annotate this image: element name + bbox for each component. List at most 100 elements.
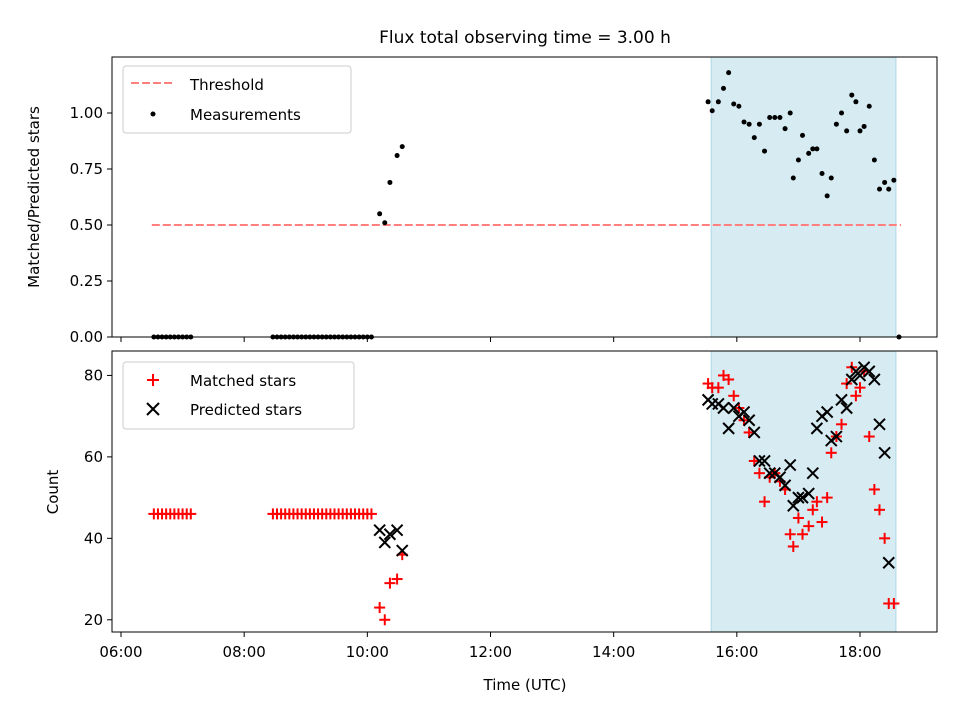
legend-measurements-swatch xyxy=(150,111,156,117)
measurement-point xyxy=(800,132,806,138)
measurement-point xyxy=(762,148,768,154)
top-y-tick-label: 0.00 xyxy=(70,328,103,346)
measurement-point xyxy=(824,193,830,199)
measurement-point xyxy=(795,157,801,163)
measurement-point xyxy=(731,101,737,107)
top-y-tick-label: 1.00 xyxy=(70,104,103,122)
predicted-star-marker xyxy=(717,401,730,415)
measurement-point xyxy=(857,128,863,134)
measurement-point xyxy=(746,121,752,127)
measurement-point xyxy=(715,99,721,105)
matched-star-marker xyxy=(784,528,796,540)
matched-star-marker xyxy=(753,467,765,479)
legend-matched-label: Matched stars xyxy=(190,372,296,390)
predicted-star-marker xyxy=(737,405,751,419)
predicted-star-marker xyxy=(792,491,805,504)
matched-star-marker xyxy=(759,496,771,508)
predicted-star-marker xyxy=(810,422,824,435)
matched-star-marker xyxy=(391,573,403,585)
measurement-point xyxy=(844,128,850,134)
legend-measurements-label: Measurements xyxy=(190,106,301,124)
predicted-star-marker xyxy=(758,454,771,468)
matched-star-marker xyxy=(379,614,391,626)
measurement-point xyxy=(777,114,783,120)
measurement-point xyxy=(399,144,405,150)
bottom-y-axis-label: Count xyxy=(44,470,62,515)
matched-star-marker xyxy=(792,512,804,524)
measurement-point xyxy=(866,103,872,109)
bottom-legend: Matched stars Predicted stars xyxy=(122,361,355,430)
matched-star-marker xyxy=(748,455,760,467)
matched-star-marker xyxy=(825,447,837,459)
matched-star-marker xyxy=(863,431,875,443)
bottom-y-tick-label: 60 xyxy=(84,448,103,466)
top-y-tick-label: 0.25 xyxy=(70,272,103,290)
predicted-star-marker xyxy=(845,373,858,386)
matched-star-marker xyxy=(374,602,386,614)
predicted-star-marker xyxy=(868,373,881,386)
bottom-legend-frame xyxy=(122,361,355,430)
bottom-shaded-interval xyxy=(710,350,897,633)
measurement-point xyxy=(853,99,859,105)
bottom-x-axis-ticks: 06:00 08:00 10:00 12:00 14:00 16:00 18:00 xyxy=(99,632,882,661)
measurement-point xyxy=(849,92,855,98)
predicted-star-marker xyxy=(778,479,792,492)
measurement-point xyxy=(726,70,732,76)
x-tick-label: 06:00 xyxy=(99,643,142,661)
top-y-axis-label: Matched/Predicted stars xyxy=(25,106,43,288)
predicted-star-marker xyxy=(378,536,391,549)
x-axis-label: Time (UTC) xyxy=(483,676,567,694)
predicted-star-marker xyxy=(802,487,815,500)
matched-star-marker xyxy=(874,504,886,516)
measurement-point xyxy=(806,150,812,156)
top-plot-frame xyxy=(111,56,938,338)
measurement-point xyxy=(720,85,726,91)
measurement-point xyxy=(741,119,747,125)
x-tick-label: 14:00 xyxy=(592,643,635,661)
top-y-axis-ticks: 0.00 0.25 0.50 0.75 1.00 xyxy=(70,104,112,346)
x-tick-label: 18:00 xyxy=(838,643,881,661)
predicted-star-marker xyxy=(742,414,756,427)
predicted-star-marker xyxy=(783,458,797,472)
predicted-star-marker xyxy=(863,365,876,378)
predicted-star-marker xyxy=(373,523,386,537)
top-shaded-interval xyxy=(710,56,897,338)
predicted-star-marker xyxy=(835,393,848,407)
predicted-star-marker xyxy=(820,405,834,419)
measurement-point xyxy=(736,103,742,109)
matched-star-marker xyxy=(365,508,377,520)
measurement-point xyxy=(782,126,788,132)
measurement-point xyxy=(767,114,773,120)
x-tick-label: 10:00 xyxy=(346,643,389,661)
predicted-star-marker xyxy=(840,401,853,415)
matched-star-marker xyxy=(888,597,900,609)
bottom-y-tick-label: 80 xyxy=(84,366,103,384)
top-legend-frame xyxy=(122,65,352,134)
top-y-tick-label: 0.75 xyxy=(70,160,103,178)
legend-predicted-label: Predicted stars xyxy=(190,401,302,419)
matched-star-marker xyxy=(743,426,755,438)
matched-star-marker xyxy=(821,492,833,504)
legend-matched-swatch xyxy=(147,374,159,386)
legend-predicted-swatch xyxy=(146,402,160,416)
x-tick-label: 08:00 xyxy=(223,643,266,661)
predicted-star-marker xyxy=(806,466,819,480)
measurement-point xyxy=(790,175,796,181)
matched-star-marker xyxy=(712,382,724,394)
measurement-point xyxy=(387,179,393,185)
measurement-point xyxy=(751,135,757,141)
predicted-star-marker xyxy=(748,426,761,439)
measurement-point xyxy=(382,220,388,226)
figure-title: Flux total observing time = 3.00 h xyxy=(379,28,671,48)
predicted-star-markers xyxy=(373,361,895,569)
predicted-star-marker xyxy=(396,544,409,557)
matched-star-marker xyxy=(850,390,862,402)
measurement-point xyxy=(882,179,888,185)
predicted-star-marker xyxy=(873,418,886,431)
matched-star-marker xyxy=(816,516,828,528)
measurement-point xyxy=(810,146,816,152)
predicted-star-marker xyxy=(727,401,740,415)
measurement-point xyxy=(709,108,715,114)
predicted-star-marker xyxy=(753,454,766,468)
